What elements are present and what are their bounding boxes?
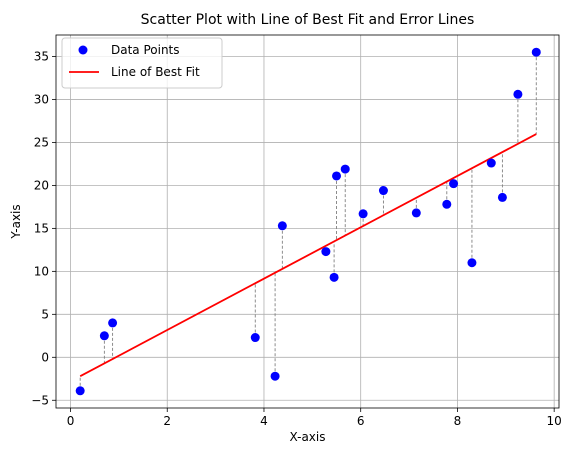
data-point [513, 89, 523, 99]
data-point [497, 192, 507, 202]
data-point [329, 272, 339, 282]
data-point [486, 158, 496, 168]
best-fit-line [79, 133, 537, 378]
data-point [358, 209, 368, 219]
data-point [378, 186, 388, 196]
y-tick-label: 10 [34, 264, 49, 278]
y-tick-label: −5 [31, 393, 49, 407]
data-point [449, 179, 459, 189]
grid [56, 35, 559, 408]
data-point [442, 199, 452, 209]
y-axis-title: Y-axis [9, 204, 23, 239]
x-tick-label: 6 [357, 414, 365, 428]
data-point [467, 258, 477, 268]
best-fit-line-segment [79, 133, 537, 378]
x-tick-label: 4 [260, 414, 268, 428]
y-tick-label: 30 [34, 92, 49, 106]
y-tick-label: 20 [34, 178, 49, 192]
data-point [99, 331, 109, 341]
data-point [250, 333, 260, 343]
axis-ticks: 0 2 4 6 8 10 −5 0 5 10 15 20 25 30 35 [31, 49, 562, 428]
x-axis-title: X-axis [290, 430, 326, 444]
data-point [75, 386, 85, 396]
y-tick-label: 5 [41, 307, 49, 321]
data-point [340, 164, 350, 174]
data-point [321, 247, 331, 257]
y-tick-label: 35 [34, 49, 49, 63]
data-point [108, 318, 118, 328]
x-tick-label: 10 [547, 414, 562, 428]
legend-box [61, 37, 223, 89]
data-point [270, 371, 280, 381]
data-point [531, 47, 541, 57]
y-tick-label: 0 [41, 350, 49, 364]
legend-label-data-points: Data Points [111, 43, 180, 57]
data-point [277, 221, 287, 231]
data-point [411, 208, 421, 218]
legend-label-best-fit: Line of Best Fit [111, 65, 200, 79]
plot-frame [55, 34, 560, 409]
y-tick-label: 25 [34, 135, 49, 149]
data-points [75, 47, 541, 396]
legend-marker-data-points [78, 45, 88, 55]
y-tick-label: 15 [34, 221, 49, 235]
x-tick-label: 8 [454, 414, 462, 428]
data-point [332, 171, 342, 181]
chart-title: Scatter Plot with Line of Best Fit and E… [141, 12, 475, 28]
x-tick-label: 0 [67, 414, 75, 428]
legend: Data Points Line of Best Fit [61, 37, 223, 89]
x-tick-label: 2 [163, 414, 171, 428]
